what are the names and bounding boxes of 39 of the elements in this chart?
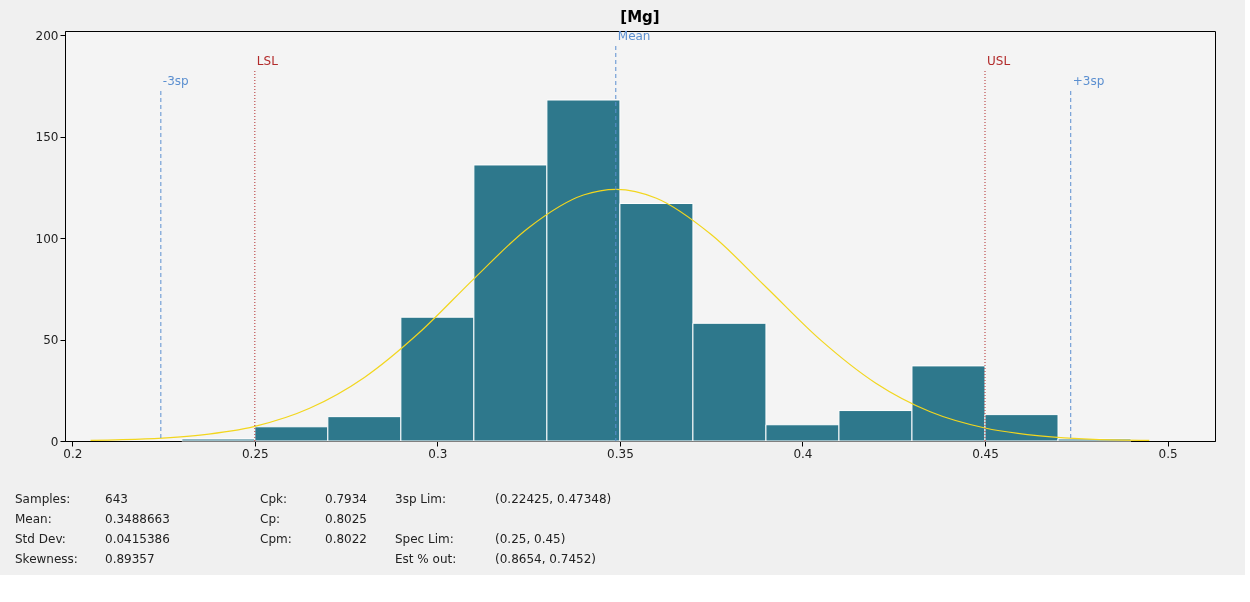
x-tick-label: 0.3 <box>428 446 448 461</box>
text: Cpk: <box>260 492 287 506</box>
text: (0.8654, 0.7452) <box>495 552 596 566</box>
ref-line-label: +3sp <box>1072 74 1105 88</box>
text: 643 <box>105 492 128 506</box>
x-tick-label: 0.25 <box>241 446 269 461</box>
ref-line-label: Mean <box>617 29 651 43</box>
text: Mean: <box>15 512 52 526</box>
text: 0.7934 <box>325 492 367 506</box>
text: Est % out: <box>395 552 457 566</box>
text: Cp: <box>260 512 281 526</box>
x-tick-label: 0.4 <box>793 446 813 461</box>
text: Spec Lim: <box>395 532 454 546</box>
y-tick-label: 200 <box>35 28 59 43</box>
y-tick-label: 0 <box>50 434 59 449</box>
text: 0.8025 <box>325 512 367 526</box>
text: Cpm: <box>260 532 292 546</box>
x-tick-label: 0.45 <box>972 446 999 461</box>
ref-line-label: LSL <box>256 54 279 68</box>
text: 0.8022 <box>325 532 367 546</box>
y-tick-label: 100 <box>35 231 59 246</box>
text: Std Dev: <box>15 532 66 546</box>
y-tick-label: 150 <box>35 130 59 145</box>
text: 0.3488663 <box>105 512 170 526</box>
ref-line-label: -3sp <box>162 74 189 88</box>
text: 3sp Lim: <box>395 492 447 506</box>
ref-line-label: USL <box>987 54 1011 68</box>
x-tick-label: 0.2 <box>63 446 83 461</box>
line-series <box>89 188 1150 441</box>
text: (0.25, 0.45) <box>495 532 566 546</box>
chart-title: [Mg] <box>620 8 660 27</box>
text: 0.89357 <box>105 552 155 566</box>
text: 0.0415386 <box>105 532 170 546</box>
y-tick-label: 50 <box>43 333 59 348</box>
text: Skewness: <box>15 552 78 566</box>
text: (0.22425, 0.47348) <box>495 492 612 506</box>
x-tick-label: 0.35 <box>607 446 634 461</box>
x-tick-label: 0.5 <box>1158 446 1178 461</box>
text: Samples: <box>15 492 71 506</box>
